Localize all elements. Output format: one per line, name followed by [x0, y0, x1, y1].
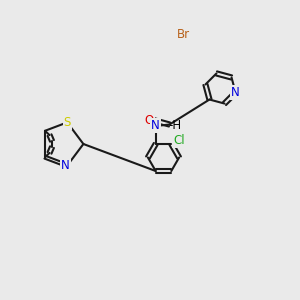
Text: N: N: [231, 86, 240, 99]
Text: S: S: [64, 116, 71, 129]
Text: N: N: [151, 119, 160, 132]
Text: Br: Br: [176, 28, 190, 41]
Text: O: O: [145, 113, 154, 127]
Text: -H: -H: [168, 119, 182, 133]
Text: N: N: [61, 159, 70, 172]
Text: Cl: Cl: [173, 134, 184, 148]
